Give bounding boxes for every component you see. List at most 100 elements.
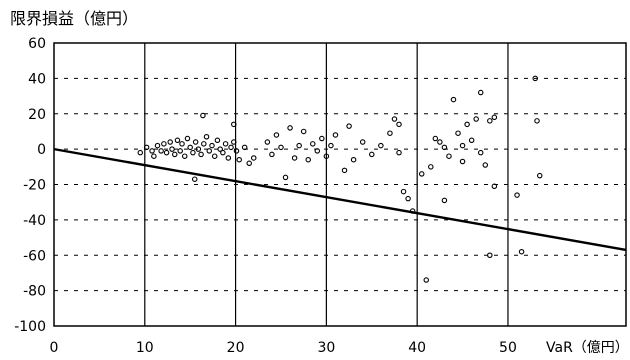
x-tick-label-0: 0 xyxy=(50,340,59,356)
data-point-42 xyxy=(269,151,275,158)
data-point-63 xyxy=(387,130,393,136)
scatter-points xyxy=(137,75,543,283)
data-point-59 xyxy=(350,156,357,163)
data-point-29 xyxy=(222,141,229,147)
data-point-78 xyxy=(464,121,470,128)
data-point-32 xyxy=(231,139,237,145)
data-point-72 xyxy=(437,139,443,145)
data-point-7 xyxy=(163,149,170,156)
x-tick-labels: 0 10 20 30 40 50 xyxy=(50,340,517,356)
data-point-57 xyxy=(341,167,348,174)
data-point-43 xyxy=(273,132,280,138)
y-tick-label-4: -20 xyxy=(23,178,46,194)
data-point-82 xyxy=(482,162,489,168)
data-point-88 xyxy=(459,142,466,149)
data-point-65 xyxy=(396,149,402,156)
x-tick-label-2: 20 xyxy=(227,340,245,356)
data-point-12 xyxy=(177,148,183,154)
data-point-49 xyxy=(300,128,307,135)
data-point-17 xyxy=(190,149,196,156)
data-point-46 xyxy=(287,125,293,131)
data-point-64 xyxy=(391,116,398,122)
data-point-56 xyxy=(332,132,339,138)
data-point-80 xyxy=(473,116,479,122)
data-point-18 xyxy=(192,139,199,145)
data-point-2 xyxy=(149,148,155,154)
data-point-75 xyxy=(450,96,457,103)
data-point-5 xyxy=(158,148,164,154)
data-point-26 xyxy=(214,137,221,144)
x-tick-label-3: 30 xyxy=(317,340,335,356)
data-point-67 xyxy=(405,195,411,202)
x-tick-label-4: 40 xyxy=(408,340,426,356)
data-point-96 xyxy=(536,172,543,179)
data-point-47 xyxy=(291,155,298,161)
data-point-83 xyxy=(487,118,493,124)
data-point-20 xyxy=(198,151,204,158)
y-tick-label-7: -80 xyxy=(23,284,46,300)
data-point-86 xyxy=(491,114,498,121)
data-point-69 xyxy=(396,121,402,128)
data-point-33 xyxy=(233,148,240,154)
data-point-95 xyxy=(534,118,540,124)
data-point-85 xyxy=(487,252,493,259)
data-point-93 xyxy=(518,248,525,255)
data-point-74 xyxy=(446,153,452,159)
data-point-73 xyxy=(441,144,448,151)
x-tick-label-5: 50 xyxy=(499,340,517,356)
data-point-89 xyxy=(477,149,484,156)
data-point-53 xyxy=(319,135,325,142)
data-point-28 xyxy=(220,149,226,156)
data-point-52 xyxy=(314,148,321,154)
data-point-54 xyxy=(323,153,330,159)
data-point-31 xyxy=(228,144,234,151)
data-point-71 xyxy=(432,135,439,142)
data-point-48 xyxy=(296,142,302,149)
data-point-39 xyxy=(246,160,252,167)
data-point-87 xyxy=(441,197,448,204)
data-point-15 xyxy=(184,135,191,142)
data-point-37 xyxy=(231,121,237,128)
data-point-77 xyxy=(459,158,466,165)
data-point-45 xyxy=(282,174,289,181)
data-point-13 xyxy=(179,141,185,147)
plot-area xyxy=(53,42,627,327)
data-point-79 xyxy=(468,137,475,144)
data-point-92 xyxy=(514,192,520,198)
data-point-1 xyxy=(143,144,150,151)
x-tick-label-1: 10 xyxy=(136,340,154,356)
grid xyxy=(54,43,626,326)
data-point-38 xyxy=(241,144,248,151)
data-point-8 xyxy=(167,139,173,145)
x-axis-label: VaR（億円） xyxy=(546,340,629,356)
y-tick-labels: 60 40 20 0 -20 -40 -60 -80 -100 xyxy=(14,36,46,335)
data-point-6 xyxy=(161,141,167,147)
data-point-60 xyxy=(359,139,366,145)
trend-line-segment xyxy=(53,147,627,252)
data-point-11 xyxy=(174,137,181,144)
data-point-76 xyxy=(455,130,461,136)
data-point-94 xyxy=(532,75,538,82)
y-tick-label-8: -100 xyxy=(14,319,46,335)
data-point-21 xyxy=(201,141,207,147)
y-tick-label-5: -40 xyxy=(23,213,46,229)
data-point-0 xyxy=(137,149,144,156)
data-point-81 xyxy=(477,89,484,96)
data-point-14 xyxy=(181,153,188,159)
data-point-34 xyxy=(236,156,242,163)
data-point-84 xyxy=(491,183,498,190)
data-point-90 xyxy=(418,171,425,177)
data-point-50 xyxy=(305,156,311,163)
data-point-51 xyxy=(310,141,316,147)
data-point-9 xyxy=(169,146,175,152)
data-point-36 xyxy=(200,112,206,119)
data-point-30 xyxy=(225,155,232,161)
data-point-4 xyxy=(154,142,161,149)
data-point-35 xyxy=(191,176,198,182)
data-point-22 xyxy=(203,133,210,140)
y-tick-label-1: 40 xyxy=(28,71,46,87)
data-point-24 xyxy=(209,142,215,149)
data-point-25 xyxy=(211,153,218,159)
data-point-16 xyxy=(187,144,193,151)
